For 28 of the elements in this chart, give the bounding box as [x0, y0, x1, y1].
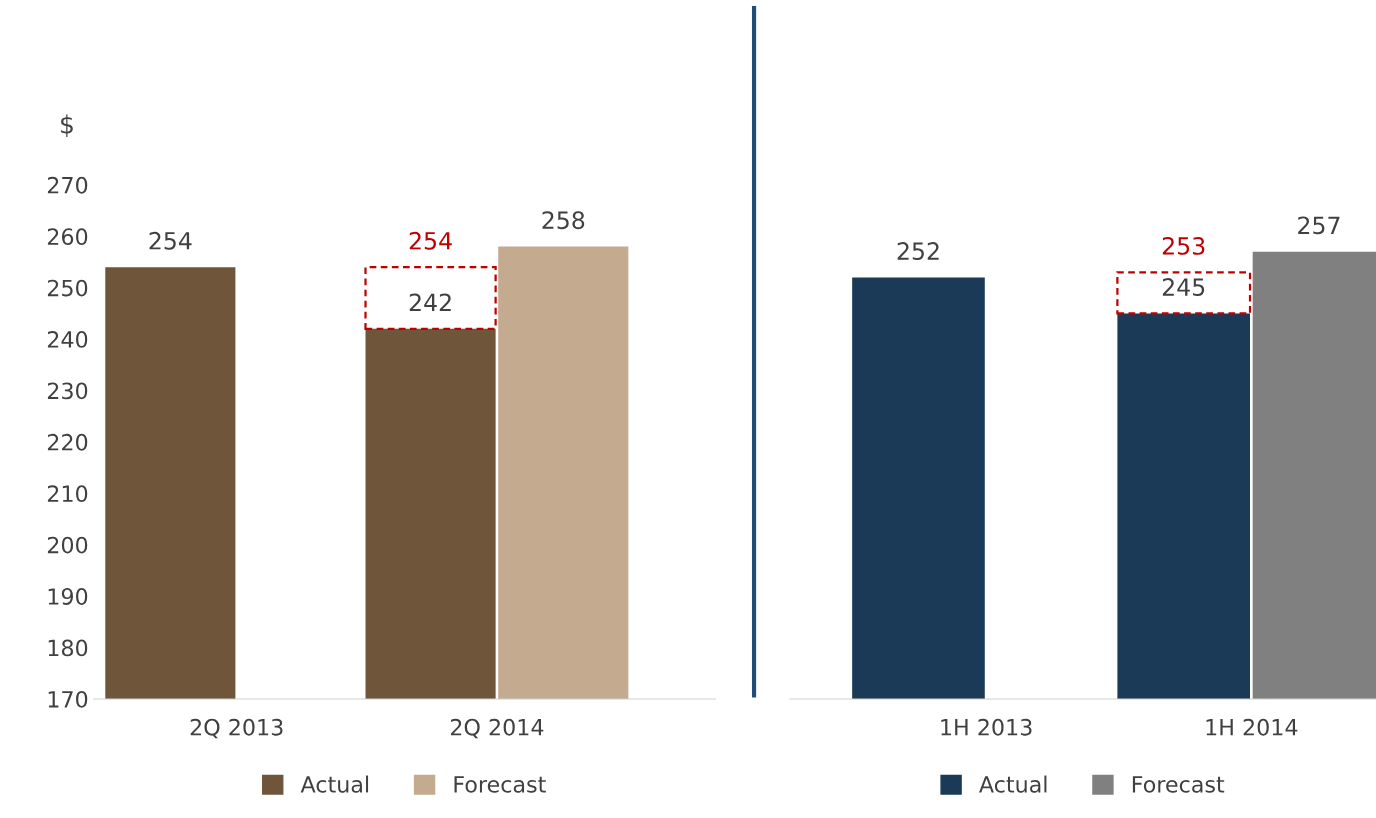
- data-label: 245: [1162, 278, 1205, 296]
- x-tick-label: 1H 2014: [1206, 718, 1298, 736]
- y-tick-label: 180: [48, 639, 88, 657]
- data-label: 254: [149, 231, 192, 250]
- annotation: 253: [1162, 236, 1205, 255]
- y-tick-label: 270: [47, 176, 88, 194]
- y-tick-label: 250: [47, 279, 88, 297]
- y-tick-label: 220: [47, 433, 88, 451]
- legend-label: Actual: [300, 775, 369, 793]
- legend-label: Forecast: [454, 776, 546, 793]
- x-tick-label: 1H 2013: [941, 718, 1032, 736]
- data-label: 257: [1298, 216, 1340, 235]
- x-tick-label: 2Q 2014: [450, 718, 544, 739]
- data-label: 242: [409, 293, 451, 312]
- annotation: 254: [409, 231, 452, 250]
- y-tick-label: 210: [47, 485, 88, 503]
- y-tick-label: 170: [48, 690, 88, 708]
- y-tick-label: 190: [48, 588, 88, 605]
- y-tick-label: 200: [47, 536, 88, 554]
- y-tick-label: 260: [47, 228, 88, 246]
- y-tick-label: 240: [47, 331, 88, 348]
- x-tick-label: 2Q 2013: [190, 718, 283, 739]
- data-label: 258: [542, 211, 585, 230]
- y-tick-label: 230: [47, 382, 88, 400]
- legend-label: Actual: [979, 775, 1047, 793]
- legend-label: Forecast: [1132, 776, 1225, 793]
- y-axis-title: $: [61, 114, 73, 138]
- data-label: 252: [897, 242, 939, 260]
